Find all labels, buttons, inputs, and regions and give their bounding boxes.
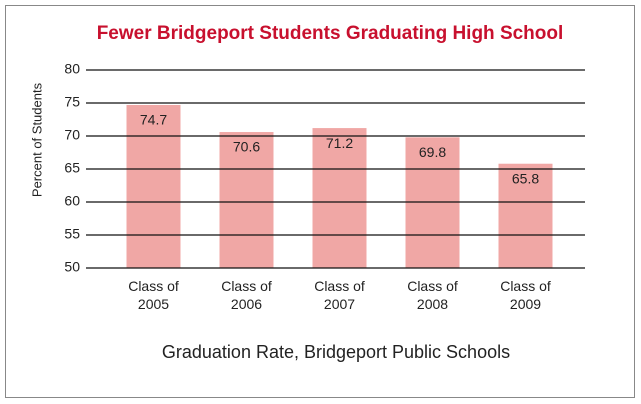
bar <box>405 137 460 268</box>
data-label: 70.6 <box>233 139 260 155</box>
x-tick-label: Class of 2008 <box>407 278 458 312</box>
y-tick-label: 60 <box>64 193 80 209</box>
data-label: 69.8 <box>419 144 446 160</box>
x-axis-label: Graduation Rate, Bridgeport Public Schoo… <box>162 342 510 362</box>
y-tick-label: 55 <box>64 226 80 242</box>
data-label: 74.7 <box>140 112 167 128</box>
data-label: 65.8 <box>512 170 539 186</box>
bar <box>126 104 181 268</box>
y-tick-label: 75 <box>64 94 80 110</box>
bar <box>312 128 367 268</box>
bar <box>498 163 553 268</box>
x-tick-label: Class of 2007 <box>314 278 365 312</box>
y-tick-label: 80 <box>64 61 80 77</box>
x-tick-label: Class of 2009 <box>500 278 551 312</box>
x-tick-label: Class of 2005 <box>128 278 179 312</box>
y-tick-label: 50 <box>64 259 80 275</box>
frame <box>5 5 635 398</box>
data-label: 71.2 <box>326 135 353 151</box>
bar <box>219 132 274 268</box>
y-tick-label: 70 <box>64 127 80 143</box>
y-tick-label: 65 <box>64 160 80 176</box>
chart-title: Fewer Bridgeport Students Graduating Hig… <box>97 23 564 44</box>
y-axis-label: Percent of Students <box>29 82 44 197</box>
x-tick-label: Class of 2006 <box>221 278 272 312</box>
